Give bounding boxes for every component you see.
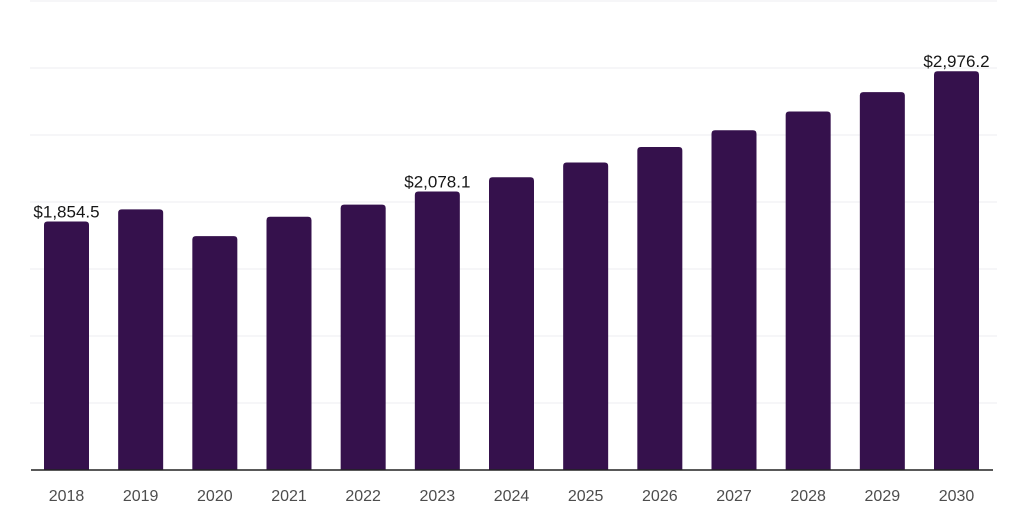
bar-2024: [489, 177, 534, 470]
bar-2027: [711, 130, 757, 470]
bar-2029: [859, 92, 905, 471]
bar-2020: [192, 236, 238, 470]
x-tick-label-2022: 2022: [345, 488, 381, 505]
bar-2023: [414, 191, 460, 470]
bar-2021: [266, 216, 312, 470]
x-tick-label-2018: 2018: [49, 488, 85, 505]
x-tick-label-2025: 2025: [568, 488, 604, 505]
x-tick-label-2024: 2024: [494, 488, 530, 505]
value-label-2018: $1,854.5: [33, 202, 99, 221]
x-tick-label-2021: 2021: [271, 488, 307, 505]
x-tick-label-2023: 2023: [420, 488, 456, 505]
x-tick-label-2026: 2026: [642, 488, 678, 505]
value-label-2023: $2,078.1: [404, 173, 470, 192]
bar-2019: [118, 209, 164, 470]
x-tick-label-2029: 2029: [865, 488, 901, 505]
x-tick-label-2027: 2027: [716, 488, 752, 505]
value-label-2030: $2,976.2: [923, 52, 989, 71]
x-tick-label-2019: 2019: [123, 488, 159, 505]
bar-2026: [637, 147, 683, 470]
bar-2030: [934, 71, 979, 470]
bar-2028: [785, 111, 831, 471]
bar-2025: [563, 162, 609, 470]
bar-2018: [44, 221, 89, 470]
bar-2022: [340, 204, 386, 470]
x-tick-label-2030: 2030: [939, 488, 975, 505]
x-tick-label-2020: 2020: [197, 488, 233, 505]
x-tick-label-2028: 2028: [790, 488, 826, 505]
